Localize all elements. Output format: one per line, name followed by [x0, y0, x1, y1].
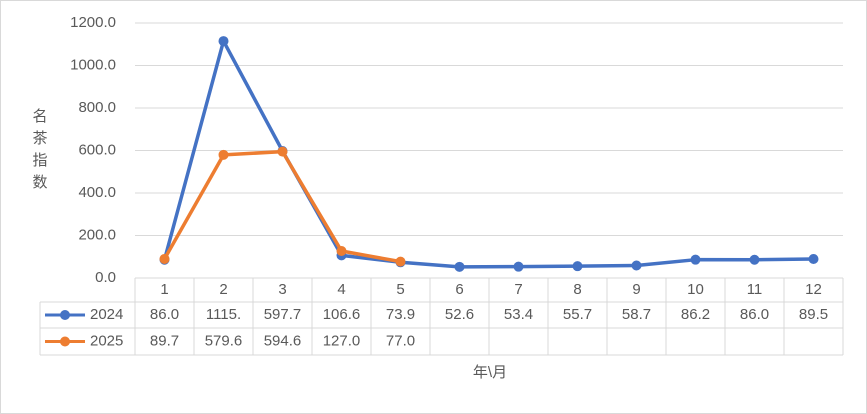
series-line	[162, 39, 814, 269]
y-tick-label: 800.0	[78, 99, 116, 116]
x-tick-label: 11	[747, 281, 763, 298]
y-tick-label: 0.0	[95, 269, 116, 286]
data-point	[336, 246, 347, 257]
table-value: 86.0	[740, 306, 769, 323]
table-value: 89.7	[150, 332, 179, 349]
data-point	[808, 253, 819, 264]
table-value: 127.0	[323, 332, 361, 349]
x-tick-label: 5	[396, 281, 404, 298]
table-value: 579.6	[205, 332, 243, 349]
table-value: 52.6	[445, 306, 474, 323]
x-tick-label: 9	[632, 281, 640, 298]
table-value: 86.2	[681, 306, 710, 323]
legend-label: 2024	[90, 306, 123, 323]
y-axis-label: 名茶指数	[32, 108, 47, 191]
data-point	[277, 146, 288, 157]
data-point	[513, 261, 524, 272]
data-point	[749, 254, 760, 265]
legend-marker	[60, 336, 70, 347]
table-value: 58.7	[622, 306, 651, 323]
table-value: 594.6	[264, 332, 302, 349]
x-tick-label: 8	[573, 281, 581, 298]
x-tick-label: 1	[160, 281, 168, 298]
table-value: 77.0	[386, 332, 415, 349]
table-value: 597.7	[264, 306, 302, 323]
x-tick-label: 6	[455, 281, 463, 298]
table-value: 55.7	[563, 306, 592, 323]
x-axis-label: 年\月	[473, 364, 507, 381]
x-tick-label: 7	[514, 281, 522, 298]
data-point	[395, 256, 406, 267]
y-tick-label: 400.0	[78, 184, 116, 201]
table-value: 53.4	[504, 306, 533, 323]
data-point	[218, 149, 229, 160]
legend-label: 2025	[90, 332, 123, 349]
x-tick-label: 10	[687, 281, 704, 298]
data-point	[572, 261, 583, 272]
x-tick-label: 2	[219, 281, 227, 298]
table-value: 106.6	[323, 306, 361, 323]
table-value: 89.5	[799, 306, 828, 323]
table-value: 1115.	[206, 306, 241, 323]
y-tick-label: 200.0	[78, 226, 116, 243]
y-tick-label: 1200.0	[70, 14, 116, 31]
x-tick-label: 3	[278, 281, 286, 298]
data-point	[454, 261, 465, 272]
data-point	[631, 260, 642, 271]
x-tick-label: 12	[805, 281, 822, 298]
legend-marker	[60, 310, 70, 320]
data-point	[218, 36, 229, 47]
x-tick-label: 4	[337, 281, 345, 298]
data-point	[690, 254, 701, 265]
y-tick-label: 600.0	[78, 141, 116, 158]
y-tick-label: 1000.0	[70, 56, 116, 73]
table-value: 86.0	[150, 306, 179, 323]
table-value: 73.9	[386, 306, 415, 323]
data-point	[159, 253, 170, 264]
